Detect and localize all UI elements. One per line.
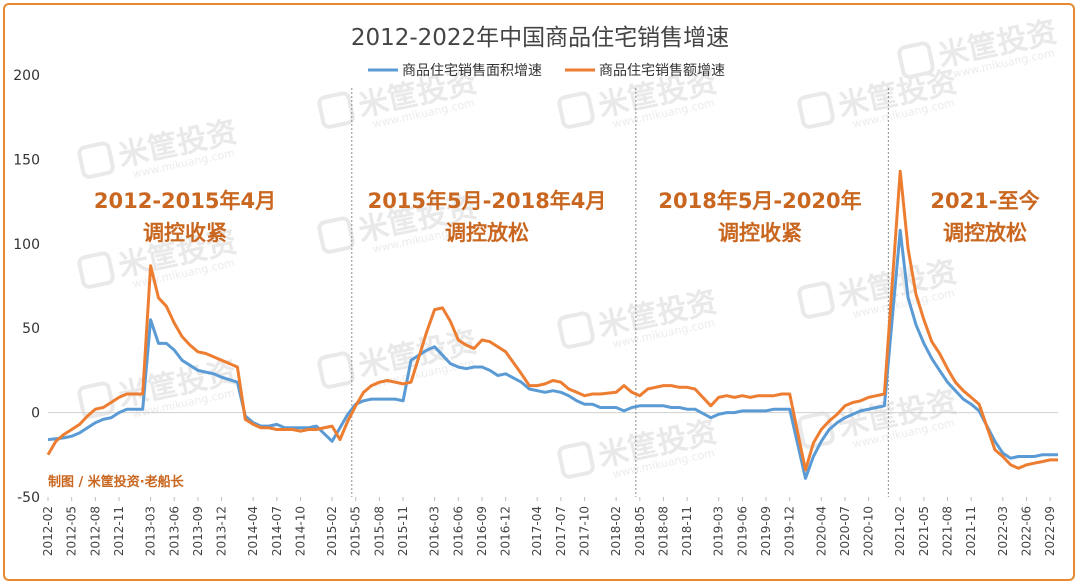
watermark-logo-icon: [557, 441, 595, 479]
y-tick-label: 150: [13, 152, 40, 168]
x-tick-label: 2012-08: [88, 506, 102, 556]
x-tick-label: 2021-05: [917, 506, 931, 556]
series-line-amount: [46, 169, 1058, 472]
x-tick-label: 2012-05: [65, 506, 79, 556]
x-tick-label: 2019-09: [759, 506, 773, 556]
period-annotation-policy: 调控收紧: [143, 221, 227, 245]
x-tick-label: 2022-06: [1019, 506, 1033, 556]
y-tick-label: 0: [31, 406, 40, 422]
watermark-logo-icon: [317, 216, 355, 254]
watermark-logo-icon: [317, 351, 355, 389]
y-axis: -50 0 50 100 150 200: [13, 68, 1058, 506]
watermark-logo-icon: [317, 91, 355, 129]
x-tick-label: 2021-08: [941, 506, 955, 556]
x-tick-label: 2013-06: [167, 506, 181, 556]
x-tick-label: 2015-02: [325, 506, 339, 556]
series-layer: [46, 169, 1058, 480]
period-annotation-range: 2018年5月-2020年: [658, 189, 861, 213]
legend: 商品住宅销售面积增速 商品住宅销售额增速: [368, 63, 725, 79]
period-annotation-range: 2021-至今: [930, 189, 1039, 213]
x-tick-label: 2017-07: [554, 506, 568, 556]
x-tick-label: 2021-11: [964, 506, 978, 556]
x-tick-label: 2020-07: [838, 506, 852, 556]
x-tick-label: 2018-11: [680, 506, 694, 556]
x-tick-label: 2017-10: [578, 506, 592, 556]
watermark-logo-icon: [77, 141, 115, 179]
x-tick-label: 2022-09: [1043, 506, 1057, 556]
watermark-logo-icon: [557, 91, 595, 129]
x-tick-label: 2015-08: [372, 506, 386, 556]
x-tick-label: 2021-02: [893, 506, 907, 556]
legend-label: 商品住宅销售额增速: [599, 63, 725, 79]
chart-frame: [3, 3, 1075, 581]
x-tick-label: 2019-06: [735, 506, 749, 556]
x-tick-label: 2017-04: [530, 506, 544, 556]
period-annotation-policy: 调控收紧: [718, 221, 802, 245]
x-tick-label: 2014-10: [294, 506, 308, 556]
x-tick-label: 2013-12: [215, 506, 229, 556]
watermark-logo-icon: [77, 381, 115, 419]
x-tick-label: 2013-09: [191, 506, 205, 556]
x-tick-label: 2016-06: [451, 506, 465, 556]
y-tick-label: 200: [13, 68, 40, 84]
watermark-logo-icon: [797, 281, 835, 319]
x-tick-label: 2012-11: [112, 506, 126, 556]
x-tick-label: 2022-03: [996, 506, 1010, 556]
x-tick-label: 2018-08: [656, 506, 670, 556]
x-tick-label: 2019-12: [783, 506, 797, 556]
x-tick-label: 2012-02: [41, 506, 55, 556]
period-annotation-range: 2012-2015年4月: [94, 189, 276, 213]
x-tick-label: 2013-03: [144, 506, 158, 556]
period-dividers: [351, 88, 889, 497]
period-annotation-range: 2015年5月-2018年4月: [368, 189, 607, 213]
watermark-logo-icon: [897, 41, 935, 79]
period-annotation-policy: 调控放松: [943, 221, 1027, 245]
y-tick-label: 50: [22, 321, 40, 337]
x-tick-label: 2018-05: [633, 506, 647, 556]
x-tick-label: 2018-02: [609, 506, 623, 556]
x-tick-label: 2015-11: [396, 506, 410, 556]
x-tick-label: 2016-09: [475, 506, 489, 556]
watermark-logo-icon: [77, 251, 115, 289]
y-tick-label: -50: [17, 490, 40, 506]
x-tick-label: 2016-03: [428, 506, 442, 556]
legend-label: 商品住宅销售面积增速: [402, 63, 542, 79]
chart-credit: 制图 / 米筐投资·老船长: [48, 474, 185, 490]
watermark-logo-icon: [797, 91, 835, 129]
x-tick-label: 2014-04: [246, 506, 260, 556]
x-tick-label: 2015-05: [349, 506, 363, 556]
x-tick-label: 2019-03: [712, 506, 726, 556]
period-annotation-policy: 调控放松: [445, 221, 529, 245]
y-tick-label: 100: [13, 237, 40, 253]
x-tick-label: 2014-07: [270, 506, 284, 556]
chart-title: 2012-2022年中国商品住宅销售增速: [351, 25, 729, 51]
period-annotations: 2012-2015年4月调控收紧2015年5月-2018年4月调控放松2018年…: [94, 189, 1040, 245]
watermark-logo-icon: [557, 311, 595, 349]
x-axis: 2012-02 2012-05 2012-08 2012-11 2013-03 2013-…: [41, 497, 1057, 556]
x-tick-label: 2020-04: [814, 506, 828, 556]
x-tick-label: 2016-12: [499, 506, 513, 556]
series-line-area: [47, 228, 1058, 480]
x-tick-label: 2020-10: [862, 506, 876, 556]
